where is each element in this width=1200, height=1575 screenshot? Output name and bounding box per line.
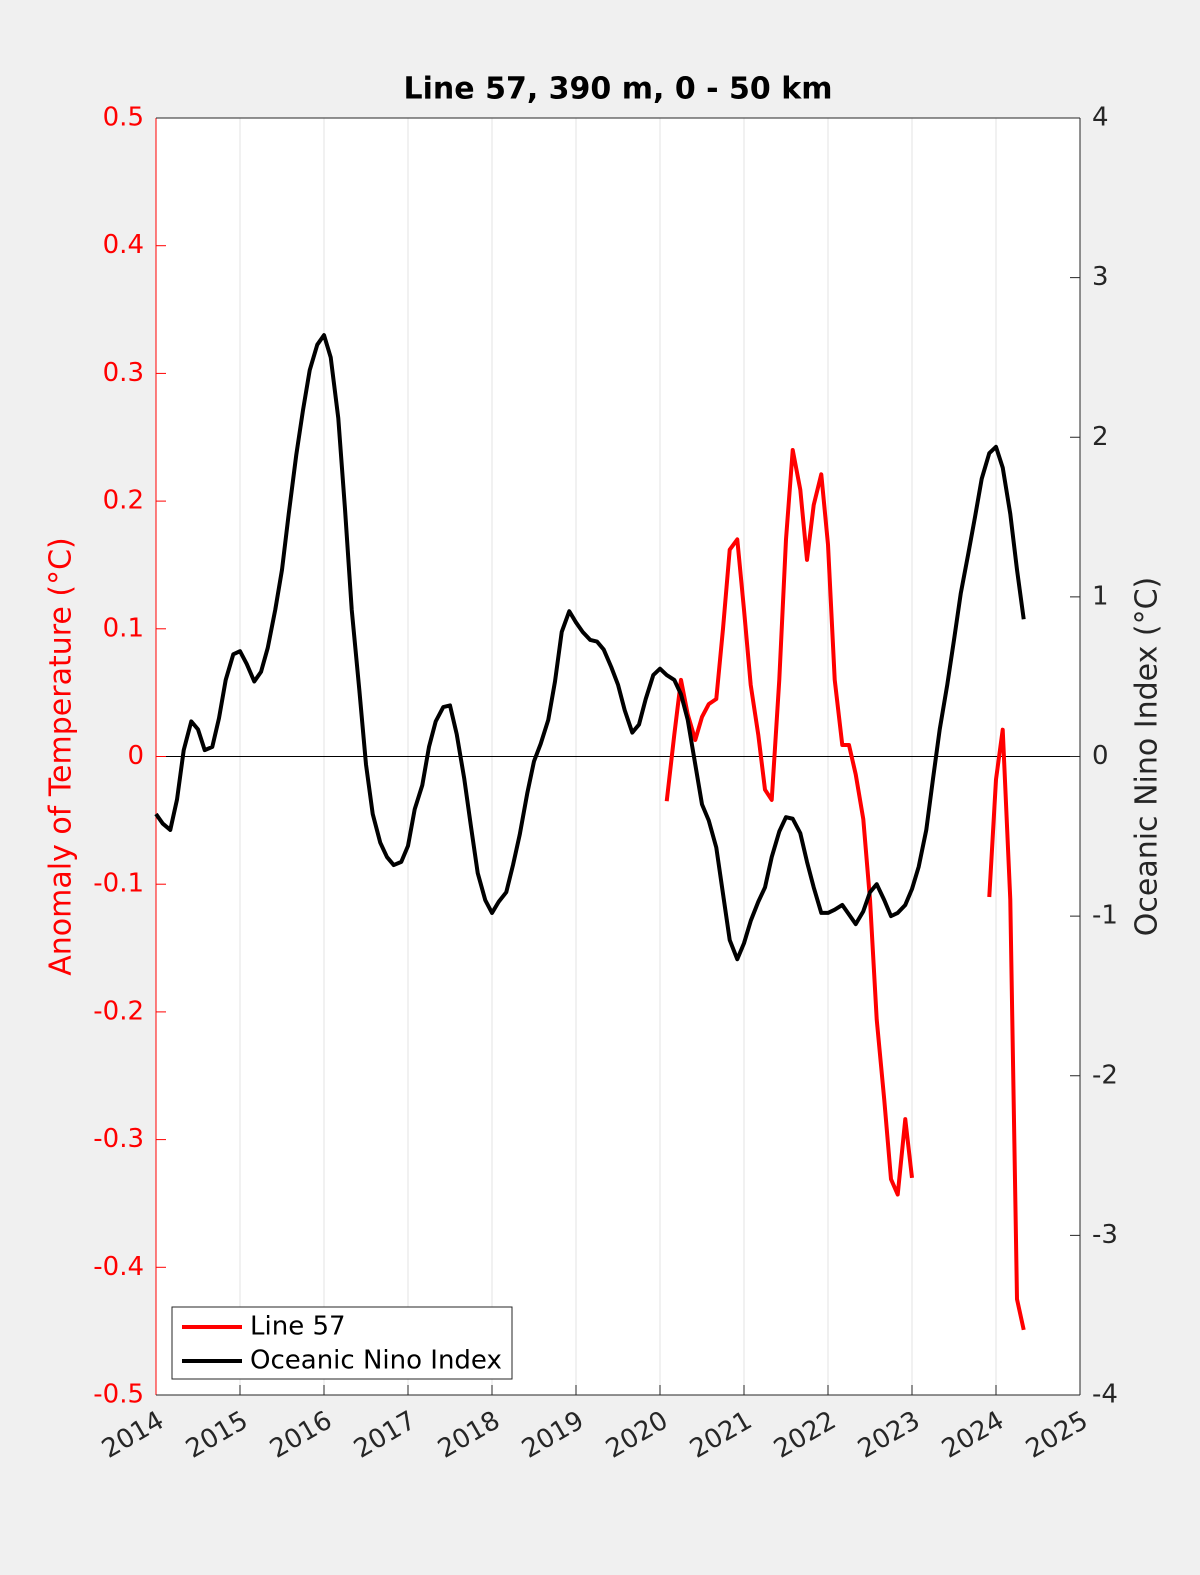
y2-tick-label: 3	[1092, 262, 1109, 292]
y-tick-label: 0.3	[103, 358, 144, 388]
y2-tick-label: -2	[1092, 1060, 1118, 1090]
x-tick-label: 2014	[97, 1406, 169, 1465]
y2-axis-label: Oceanic Nino Index (°C)	[1130, 577, 1165, 937]
y2-tick-label: 1	[1092, 581, 1109, 611]
y2-tick-label: -4	[1092, 1380, 1118, 1410]
y-tick-label: -0.4	[93, 1252, 144, 1282]
x-tick-label: 2019	[517, 1406, 589, 1465]
legend-box	[171, 1306, 513, 1380]
x-tick-label: 2024	[937, 1406, 1009, 1465]
x-tick-label: 2015	[181, 1406, 253, 1465]
x-tick-label: 2016	[265, 1406, 337, 1465]
x-tick-label: 2023	[853, 1406, 925, 1465]
y-tick-label: 0.2	[103, 486, 144, 516]
legend-label: Line 57	[250, 1312, 346, 1342]
y-tick-label: 0.1	[103, 613, 144, 643]
y-tick-label: 0	[127, 741, 144, 771]
y-tick-label: -0.1	[93, 869, 144, 899]
y2-tick-label: 4	[1092, 103, 1109, 133]
legend-label: Oceanic Nino Index	[250, 1346, 502, 1376]
x-tick-label: 2025	[1021, 1406, 1093, 1465]
x-tick-label: 2018	[433, 1406, 505, 1465]
x-tick-label: 2021	[685, 1406, 757, 1465]
x-tick-label: 2022	[769, 1406, 841, 1465]
y-tick-label: 0.5	[103, 103, 144, 133]
y2-tick-label: -3	[1092, 1220, 1118, 1250]
y2-tick-label: 0	[1092, 741, 1109, 771]
x-tick-label: 2017	[349, 1406, 421, 1465]
y-tick-label: -0.3	[93, 1124, 144, 1154]
y-axis-label: Anomaly of Temperature (°C)	[44, 537, 79, 976]
chart-title: Line 57, 390 m, 0 - 50 km	[404, 72, 833, 107]
y2-tick-label: 2	[1092, 422, 1109, 452]
series-line	[664, 448, 1026, 1331]
y-tick-label: -0.2	[93, 996, 144, 1026]
series-line	[154, 333, 1026, 962]
y2-tick-label: -1	[1092, 901, 1118, 931]
y-tick-label: -0.5	[93, 1380, 144, 1410]
y-tick-label: 0.4	[103, 230, 144, 260]
x-tick-label: 2020	[601, 1406, 673, 1465]
